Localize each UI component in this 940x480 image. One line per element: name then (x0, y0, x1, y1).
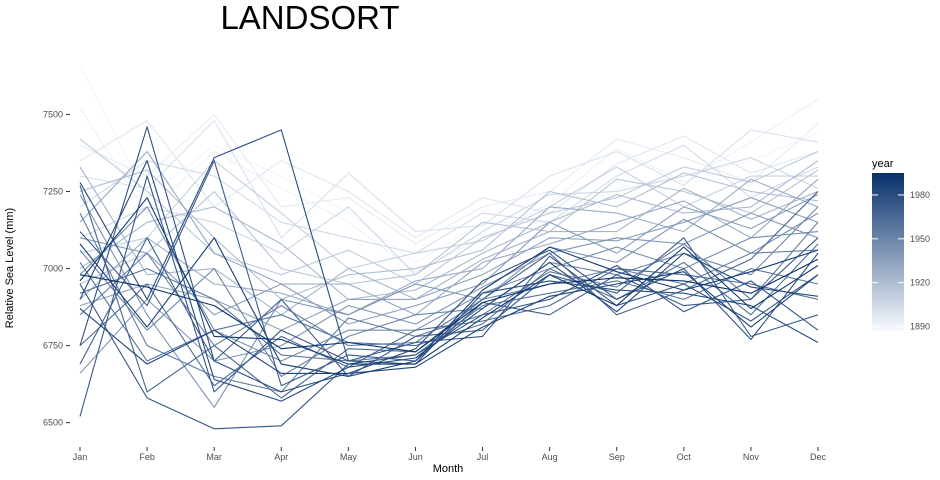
series-line (79, 160, 819, 387)
legend-tick-label: 1920 (910, 278, 930, 288)
series-line (79, 268, 819, 362)
series-line (79, 169, 819, 285)
series-line (79, 194, 819, 408)
x-tick-label: Nov (743, 452, 760, 462)
x-tick-label: Jan (73, 452, 88, 462)
series-line (79, 271, 819, 374)
y-tick-label: 6750 (43, 341, 63, 351)
x-tick-label: Sep (609, 452, 625, 462)
chart-title: LANDSORT (220, 0, 399, 36)
x-axis: Jan Feb Mar Apr May Jun Jul Aug Sep Oct Nov Dec (73, 447, 827, 462)
series-line (79, 249, 819, 347)
series-line (79, 178, 819, 316)
series-line (79, 98, 819, 273)
series-line (79, 197, 819, 365)
x-tick-label: Mar (206, 452, 222, 462)
legend-tick-label: 1950 (910, 234, 930, 244)
x-tick-label: Aug (542, 452, 558, 462)
series-line (79, 160, 819, 402)
legend-title: year (872, 158, 894, 170)
color-legend: year 1890 1920 1950 1980 (872, 158, 930, 332)
legend-colorbar (872, 173, 904, 331)
legend-tick-label: 1980 (910, 190, 930, 200)
series-line (79, 197, 819, 331)
series-line (79, 237, 819, 377)
legend-tick-label: 1890 (910, 322, 930, 332)
y-tick-label: 6500 (43, 418, 63, 428)
y-tick-label: 7500 (43, 109, 63, 119)
series-line (79, 129, 819, 365)
series-line (79, 212, 819, 374)
series-line (79, 160, 819, 300)
x-tick-label: Apr (274, 452, 288, 462)
series-lines (79, 64, 819, 430)
x-tick-label: May (340, 452, 358, 462)
x-tick-label: Dec (810, 452, 827, 462)
y-axis: 6500 6750 7000 7250 7500 (43, 109, 70, 428)
series-line (79, 120, 819, 239)
series-line (79, 258, 819, 353)
x-tick-label: Feb (139, 452, 155, 462)
series-line (79, 150, 819, 316)
series-line (79, 237, 819, 377)
series-line (79, 157, 819, 276)
x-tick-label: Jul (477, 452, 489, 462)
x-tick-label: Jun (408, 452, 423, 462)
x-tick-label: Oct (677, 452, 692, 462)
y-tick-label: 7000 (43, 264, 63, 274)
x-axis-title: Month (433, 463, 464, 475)
y-axis-title: Relative Sea Level (mm) (4, 208, 16, 328)
y-tick-label: 7250 (43, 187, 63, 197)
series-line (79, 175, 819, 417)
series-line (79, 113, 819, 245)
series-line (79, 138, 819, 285)
series-line (79, 160, 818, 270)
series-line (79, 264, 819, 430)
series-line (79, 169, 819, 300)
series-line (79, 166, 819, 316)
legend-ticks: 1890 1920 1950 1980 (872, 190, 930, 332)
series-line (79, 194, 819, 325)
